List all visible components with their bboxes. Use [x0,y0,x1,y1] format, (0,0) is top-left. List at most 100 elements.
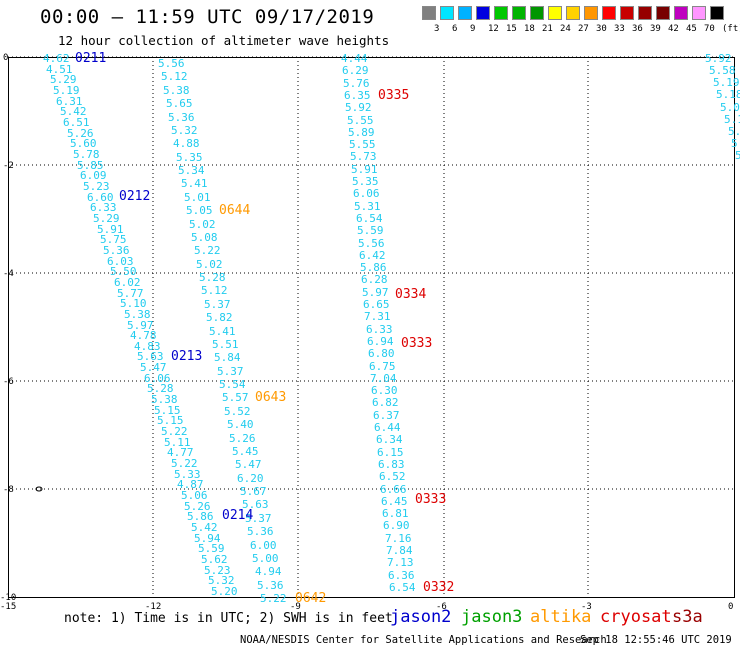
wave-height-value: 5.34 [178,164,205,177]
wave-height-value: 5.26 [184,500,211,513]
wave-height-value: 5.01 [184,191,211,204]
wave-height-value: 5.19 [53,84,80,97]
wave-height-value: 5.41 [181,177,208,190]
pass-label: 0643 [255,390,287,405]
wave-height-value: 5. [728,125,740,138]
color-swatch [656,6,670,20]
wave-height-value: 6.20 [237,472,264,485]
wave-height-value: 5.47 [235,458,262,471]
wave-height-value: 6.52 [379,470,406,483]
wave-height-value: 6.81 [382,507,409,520]
wave-height-value: 5.08 [191,231,218,244]
wave-height-value: 6.65 [363,298,390,311]
wave-height-value: 5.23 [83,180,110,193]
wave-height-value: 6.33 [366,323,393,336]
wave-height-value: 6.06 [144,372,171,385]
wave-height-value: 6.80 [368,347,395,360]
wave-height-value: 6.83 [378,458,405,471]
wave-height-value: 5.84 [214,351,241,364]
wave-height-value: 4.51 [46,63,73,76]
page-subtitle: 12 hour collection of altimeter wave hei… [58,33,390,48]
wave-height-value: 5.32 [171,124,198,137]
wave-height-value: 6.42 [359,249,386,262]
wave-height-value: 5.36 [103,244,130,257]
wave-height-value: 5.33 [174,468,201,481]
color-swatch [638,6,652,20]
wave-height-value: 5.42 [60,105,87,118]
color-scale-label: 33 [614,24,625,34]
wave-height-value: 5.42 [191,521,218,534]
wave-height-value: 5.22 [171,457,198,470]
wave-height-value: 5.22 [194,244,221,257]
color-scale-label: 45 [686,24,697,34]
wave-height-value: 4.83 [134,340,161,353]
map-frame [8,57,735,598]
wave-height-value: 4.77 [167,446,194,459]
wave-height-value: 5.78 [73,148,100,161]
color-scale-label: 39 [650,24,661,34]
wave-height-value: 6.36 [388,569,415,582]
wave-height-value: 6.75 [369,360,396,373]
pass-label: 0332 [423,580,455,595]
wave-height-value: 5.26 [67,127,94,140]
wave-height-value: 5.05 [186,204,213,217]
pass-label: 0335 [378,88,410,103]
wave-height-value: 5.28 [199,271,226,284]
wave-height-value: 6.94 [367,335,394,348]
wave-height-value: 5.76 [343,77,370,90]
wave-height-value: 5.92 [705,52,732,65]
y-axis-label: -6 [3,377,14,387]
x-axis-label: -15 [0,602,17,612]
wave-height-value: 5.77 [117,287,144,300]
wave-height-value: 5.73 [350,150,377,163]
wave-height-value: 6.54 [356,212,383,225]
x-axis-label: -3 [581,602,592,612]
wave-height-value: 5.38 [163,84,190,97]
color-scale-label: 24 [560,24,571,34]
wave-height-value: 5.32 [208,574,235,587]
color-scale-label: 18 [524,24,535,34]
color-swatch [674,6,688,20]
wave-height-value: 5.31 [354,200,381,213]
wave-height-value: 5.00 [252,552,279,565]
wave-height-value: 5.22 [161,425,188,438]
wave-height-value: 4.87 [177,478,204,491]
wave-height-value: 6.82 [372,396,399,409]
wave-height-value: 5.29 [50,73,77,86]
wave-height-value: 5.06 [181,489,208,502]
color-swatch [584,6,598,20]
wave-height-value: 5.12 [201,284,228,297]
pass-label: 0214 [222,508,254,523]
wave-height-value: 5.23 [204,564,231,577]
wave-height-value: 5.22 [260,592,287,605]
wave-height-value: 5.10 [120,297,147,310]
wave-height-value: 5.47 [140,361,167,374]
wave-height-value: 5.11 [164,436,191,449]
wave-height-value: 5.35 [352,175,379,188]
wave-height-value: 5.35 [176,151,203,164]
wave-height-value: 5.89 [348,126,375,139]
wave-height-value: 6.60 [87,191,114,204]
wave-height-value: 5.60 [70,137,97,150]
legend-item: altika [530,607,592,627]
color-swatch [548,6,562,20]
pass-label: 0334 [395,287,427,302]
island-outline [35,486,43,492]
wave-height-value: 5.65 [166,97,193,110]
wave-height-value: 5.63 [242,498,269,511]
color-swatch [566,6,580,20]
wave-height-value: 4.78 [130,329,157,342]
wave-height-value: 5.38 [151,393,178,406]
x-axis-label: -6 [436,602,447,612]
wave-height-value: 6.03 [107,255,134,268]
wave-height-value: 5 [735,149,740,162]
wave-height-value: 6.06 [353,187,380,200]
x-axis-label: -9 [290,602,301,612]
wave-height-value: 5.36 [257,579,284,592]
wave-height-value: 5.20 [211,585,238,598]
wave-height-value: 5.52 [224,405,251,418]
wave-height-value: 5.36 [168,111,195,124]
wave-height-value: 6.29 [342,64,369,77]
